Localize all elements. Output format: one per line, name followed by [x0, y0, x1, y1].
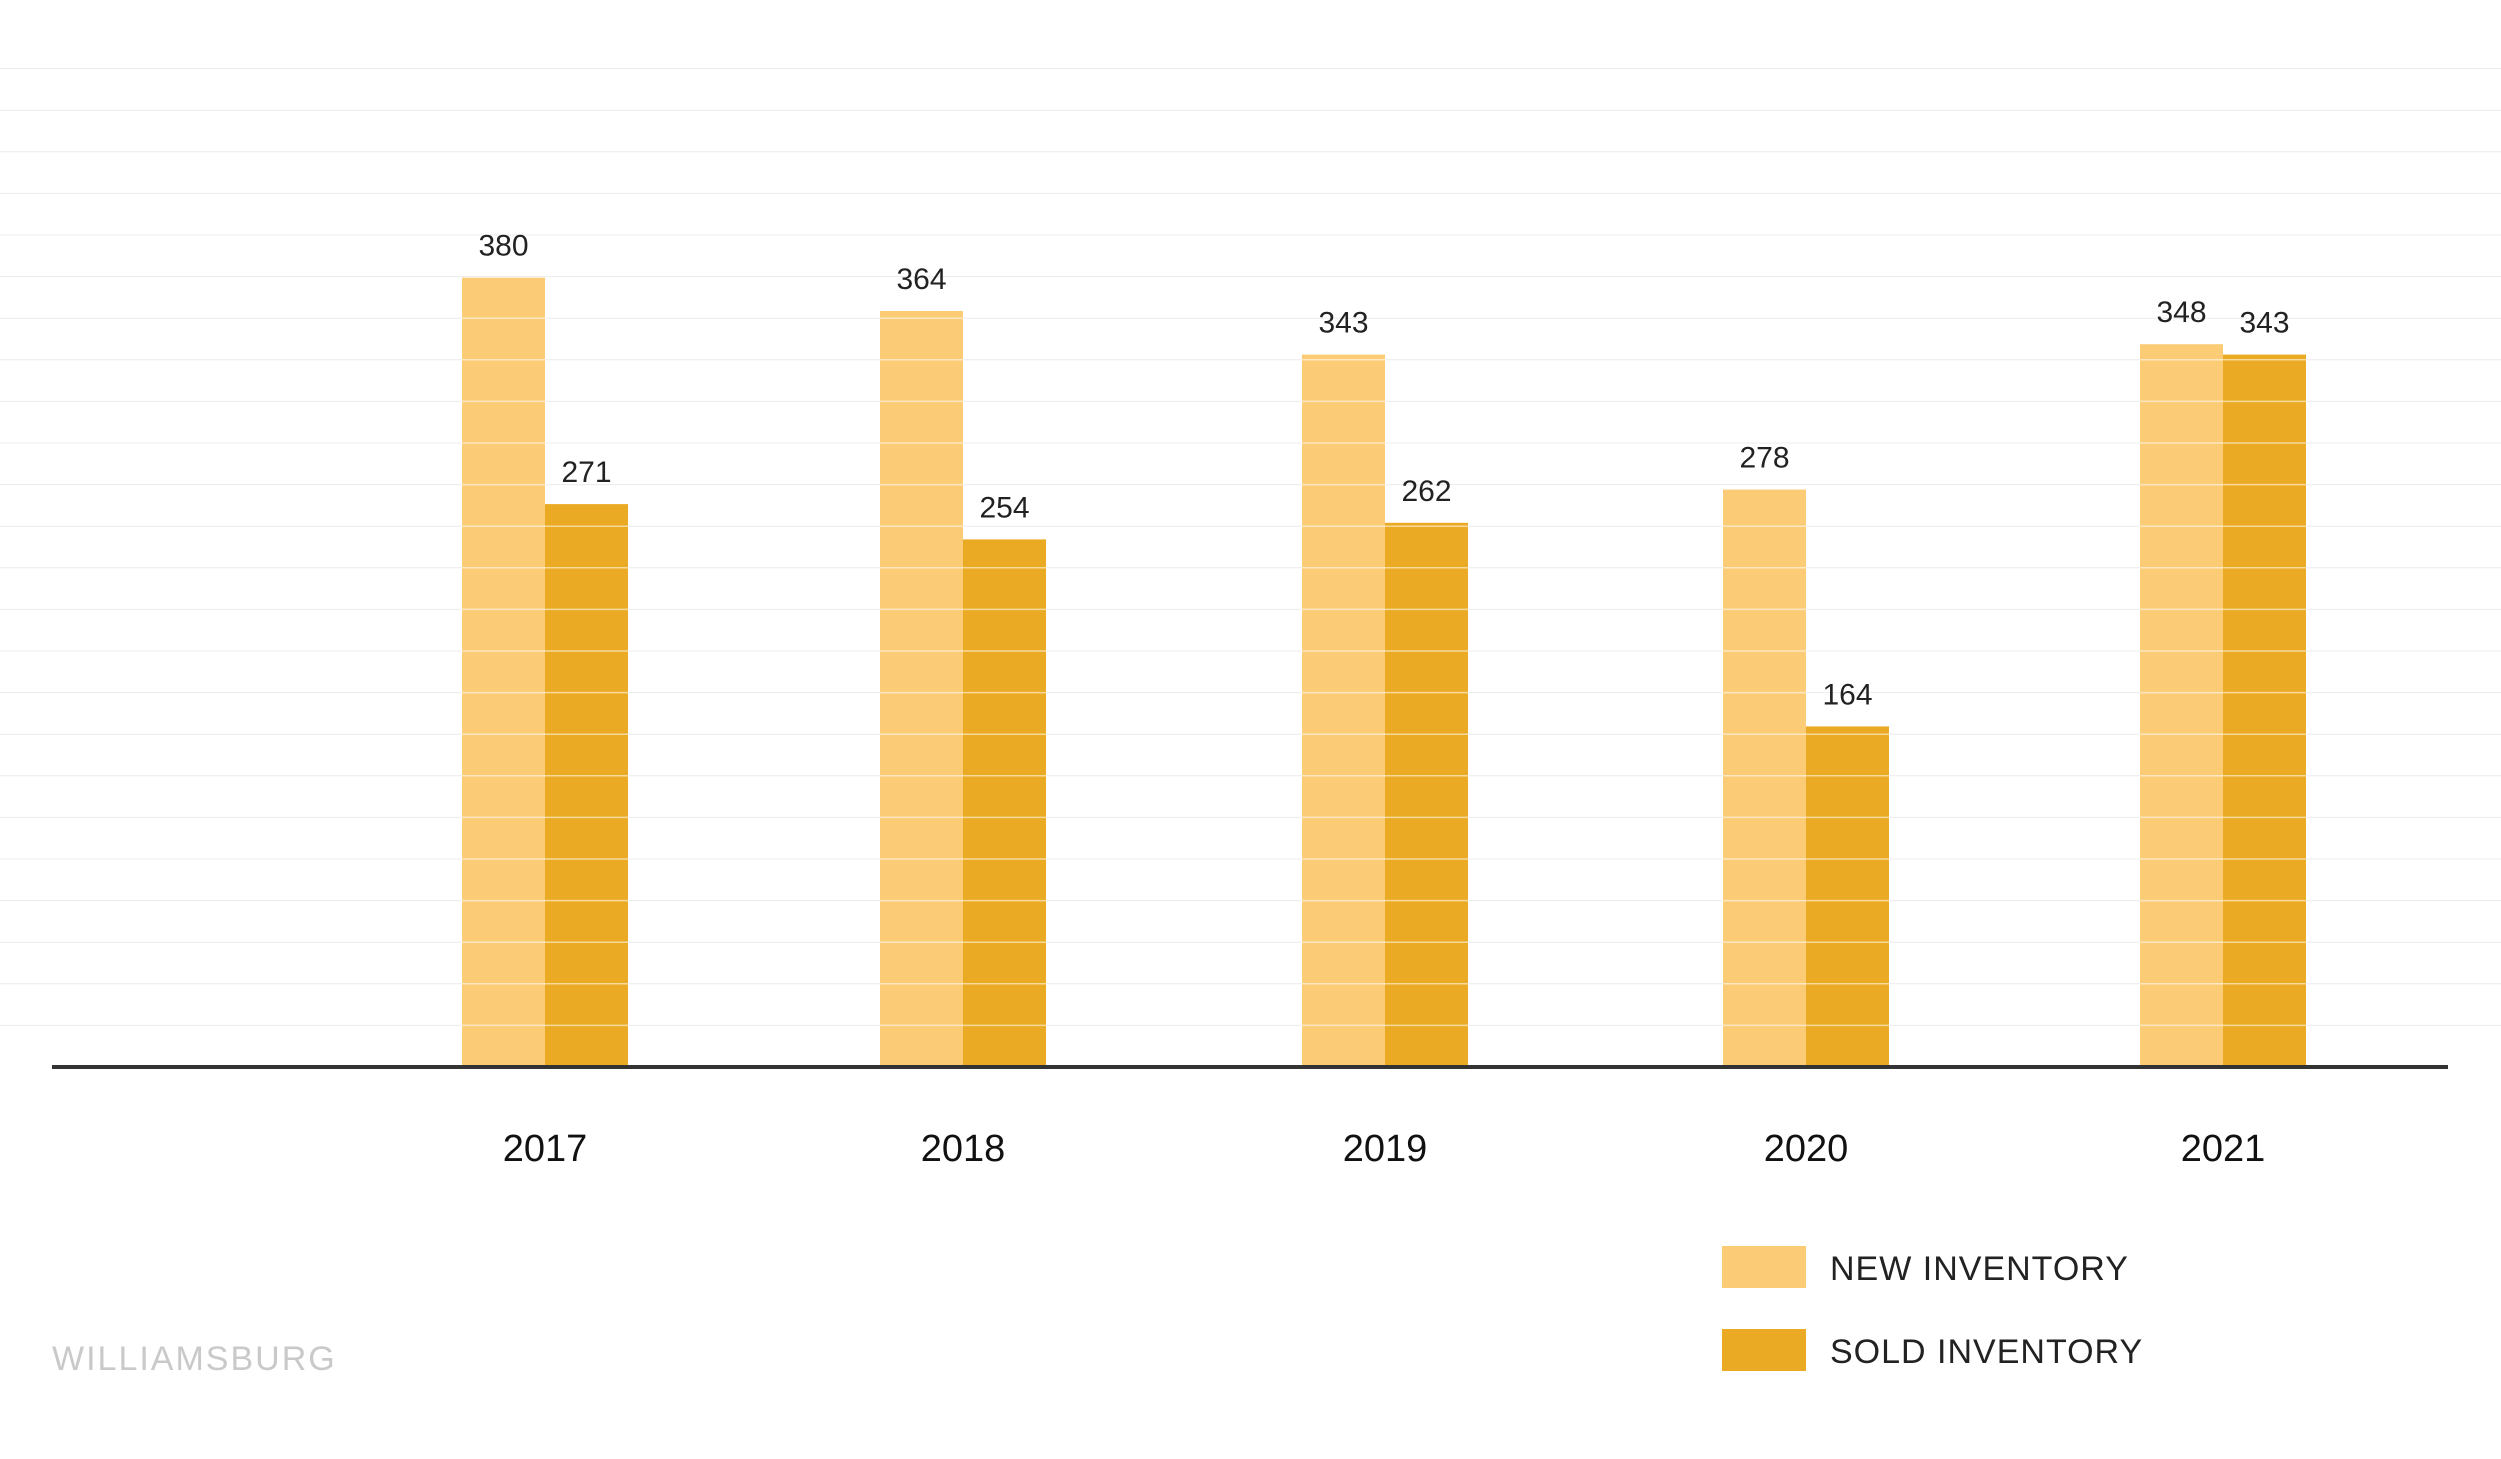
value-label-sold-2021: 343	[2239, 307, 2289, 340]
bar-new-2018	[880, 311, 963, 1067]
bar-new-2017	[462, 277, 545, 1067]
x-tick-label-2020: 2020	[1764, 1128, 1849, 1170]
x-tick-labels: 2017 2018 2019 2020 2021	[503, 1128, 2266, 1170]
bar-new-2020	[1723, 489, 1806, 1068]
value-labels: 380 271 364 254 343 262 278 164 348 343	[478, 230, 2289, 712]
legend-label-sold: SOLD INVENTORY	[1830, 1333, 2144, 1371]
region-label: WILLIAMSBURG	[52, 1340, 337, 1378]
value-label-new-2021: 348	[2156, 296, 2206, 329]
gridlines	[0, 68, 2501, 1026]
bars	[462, 277, 2306, 1068]
value-label-new-2019: 343	[1318, 307, 1368, 340]
legend-item-sold: SOLD INVENTORY	[1722, 1329, 2422, 1377]
bar-sold-2018	[963, 539, 1046, 1067]
bar-sold-2017	[545, 504, 628, 1068]
bar-sold-2021	[2223, 354, 2306, 1068]
bar-stripes	[462, 317, 2306, 1027]
value-label-sold-2020: 164	[1822, 678, 1872, 711]
value-label-sold-2017: 271	[561, 456, 611, 489]
legend-item-new: NEW INVENTORY	[1722, 1246, 2422, 1294]
x-tick-label-2018: 2018	[921, 1128, 1006, 1170]
legend-swatch-new	[1722, 1246, 1806, 1288]
value-label-new-2017: 380	[478, 230, 528, 263]
value-label-new-2018: 364	[896, 263, 946, 296]
x-tick-label-2017: 2017	[503, 1128, 588, 1170]
value-label-new-2020: 278	[1739, 442, 1789, 475]
bar-new-2021	[2140, 344, 2223, 1067]
x-tick-label-2019: 2019	[1343, 1128, 1428, 1170]
legend-swatch-sold	[1722, 1329, 1806, 1371]
bar-sold-2019	[1385, 522, 1468, 1067]
value-label-sold-2019: 262	[1401, 475, 1451, 508]
value-label-sold-2018: 254	[979, 491, 1029, 524]
x-tick-label-2021: 2021	[2181, 1128, 2266, 1170]
bar-new-2019	[1302, 354, 1385, 1068]
bar-sold-2020	[1806, 726, 1889, 1067]
legend-label-new: NEW INVENTORY	[1830, 1250, 2129, 1288]
